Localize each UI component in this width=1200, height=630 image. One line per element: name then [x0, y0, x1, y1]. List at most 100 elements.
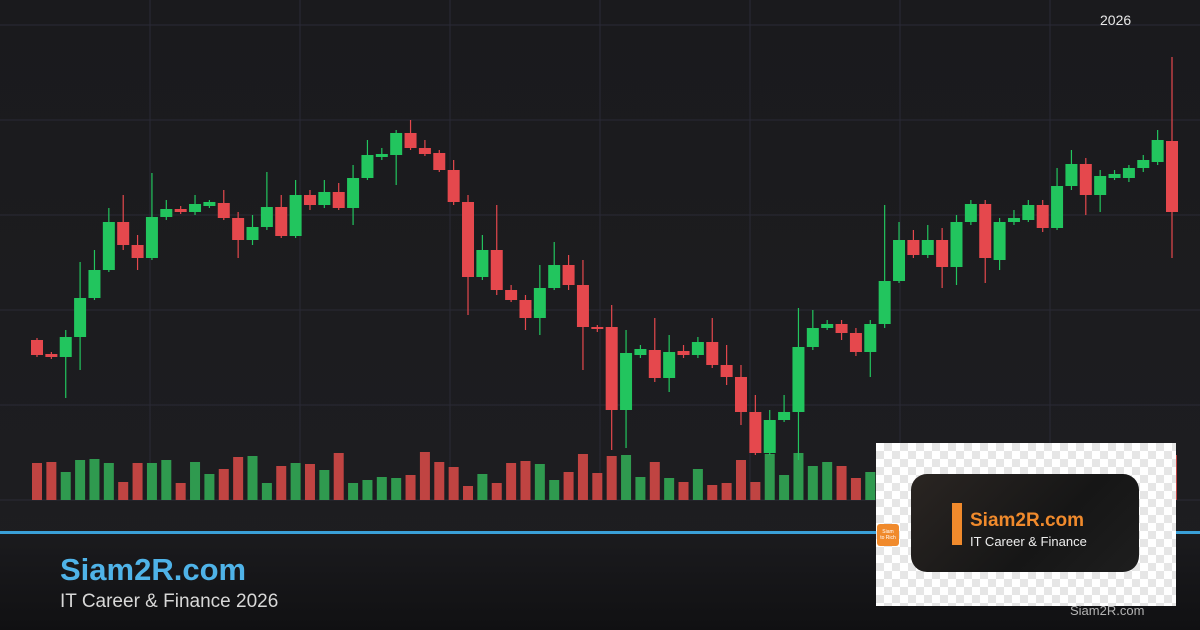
candle-body — [519, 300, 532, 318]
volume-bar — [290, 463, 301, 500]
candle-body — [1137, 160, 1150, 168]
candle-body — [1166, 141, 1178, 212]
logo-badge: Siam to Rich — [877, 524, 899, 546]
candle-body — [778, 412, 791, 420]
badge-text: Siam — [882, 529, 894, 535]
year-annotation: 2026 — [1100, 12, 1132, 28]
volume-bar — [419, 452, 430, 500]
candle-body — [677, 351, 690, 355]
candle-body — [217, 203, 230, 218]
candle-body — [160, 209, 173, 217]
candle-body — [591, 327, 604, 329]
volume-bar — [218, 469, 229, 500]
logo-image: Siam2R.com IT Career & Finance Siam to R… — [876, 443, 1176, 606]
candle-body — [605, 327, 618, 410]
volume-bar — [807, 466, 818, 500]
candle-body — [950, 222, 963, 267]
volume-bar — [463, 486, 474, 500]
volume-bar — [793, 453, 804, 500]
volume-bar — [563, 472, 574, 500]
candle-body — [332, 192, 345, 208]
candle-body — [462, 202, 475, 277]
volume-bar — [75, 460, 86, 500]
volume-bar — [190, 462, 201, 500]
volume-bar — [506, 463, 517, 500]
candle-body — [893, 240, 906, 281]
volume-bar — [635, 477, 646, 500]
volume-bar — [592, 473, 603, 500]
candle-body — [648, 350, 661, 378]
volume-bar — [103, 463, 114, 500]
candle-body — [763, 420, 776, 453]
candle-body — [835, 324, 848, 333]
candle-body — [145, 217, 158, 258]
volume-bar — [46, 462, 57, 500]
candle-body — [964, 204, 977, 222]
site-subtitle: IT Career & Finance 2026 — [60, 591, 279, 612]
candle-body — [174, 209, 187, 212]
candle-body — [404, 133, 417, 148]
volume-bar — [865, 472, 876, 500]
candle-body — [907, 240, 920, 255]
volume-bar — [779, 475, 790, 500]
volume-bar — [304, 464, 315, 500]
volume-bar — [146, 463, 157, 500]
volume-bar — [721, 483, 732, 500]
candle-body — [1079, 164, 1092, 195]
candle-body — [878, 281, 891, 324]
candle-body — [849, 333, 862, 352]
candle-body — [1122, 168, 1135, 178]
candle-body — [548, 265, 561, 288]
candle-body — [74, 298, 87, 337]
candle-body — [45, 354, 58, 357]
candle-body — [246, 227, 259, 240]
volume-bar — [376, 477, 387, 500]
candle-body — [1094, 176, 1107, 195]
volume-bar — [577, 454, 588, 500]
candle-body — [806, 328, 819, 347]
candle-body — [993, 222, 1006, 260]
candle-body — [490, 250, 503, 290]
candle-body — [533, 288, 546, 318]
volume-bar — [448, 467, 459, 500]
volume-bar — [678, 482, 689, 500]
candle-body — [620, 353, 633, 410]
volume-bar — [621, 455, 632, 500]
candle-body — [102, 222, 115, 270]
candle-body — [418, 148, 431, 154]
candle-body — [1065, 164, 1078, 186]
candle-body — [1036, 205, 1049, 228]
candle-body — [375, 154, 388, 157]
volume-bar — [333, 453, 344, 500]
volume-bar — [175, 483, 186, 500]
candle-body — [1151, 140, 1164, 162]
candle-body — [691, 342, 704, 355]
candle-body — [275, 207, 288, 236]
badge-text: to Rich — [880, 535, 896, 541]
volume-bar — [118, 482, 129, 500]
candle-body — [131, 245, 144, 258]
volume-bar — [692, 469, 703, 500]
volume-bar — [32, 463, 42, 500]
logo-title: Siam2R.com — [970, 510, 1085, 531]
volume-bar — [276, 466, 287, 500]
candle-body — [562, 265, 575, 285]
volume-bar — [391, 478, 402, 500]
volume-bar — [549, 480, 560, 500]
candle-body — [864, 324, 877, 352]
candle-body — [792, 347, 805, 412]
candle-body — [476, 250, 489, 277]
candle-body — [749, 412, 762, 453]
volume-bar — [89, 459, 100, 500]
candle-body — [117, 222, 130, 245]
volume-bar — [534, 464, 545, 500]
candle-body — [979, 204, 992, 258]
candle-body — [88, 270, 101, 298]
volume-bar — [649, 462, 660, 500]
candle-body — [189, 204, 202, 212]
volume-bar — [520, 461, 531, 500]
candle-body — [1108, 174, 1121, 178]
candle-body — [720, 365, 733, 377]
volume-bar — [664, 478, 675, 500]
